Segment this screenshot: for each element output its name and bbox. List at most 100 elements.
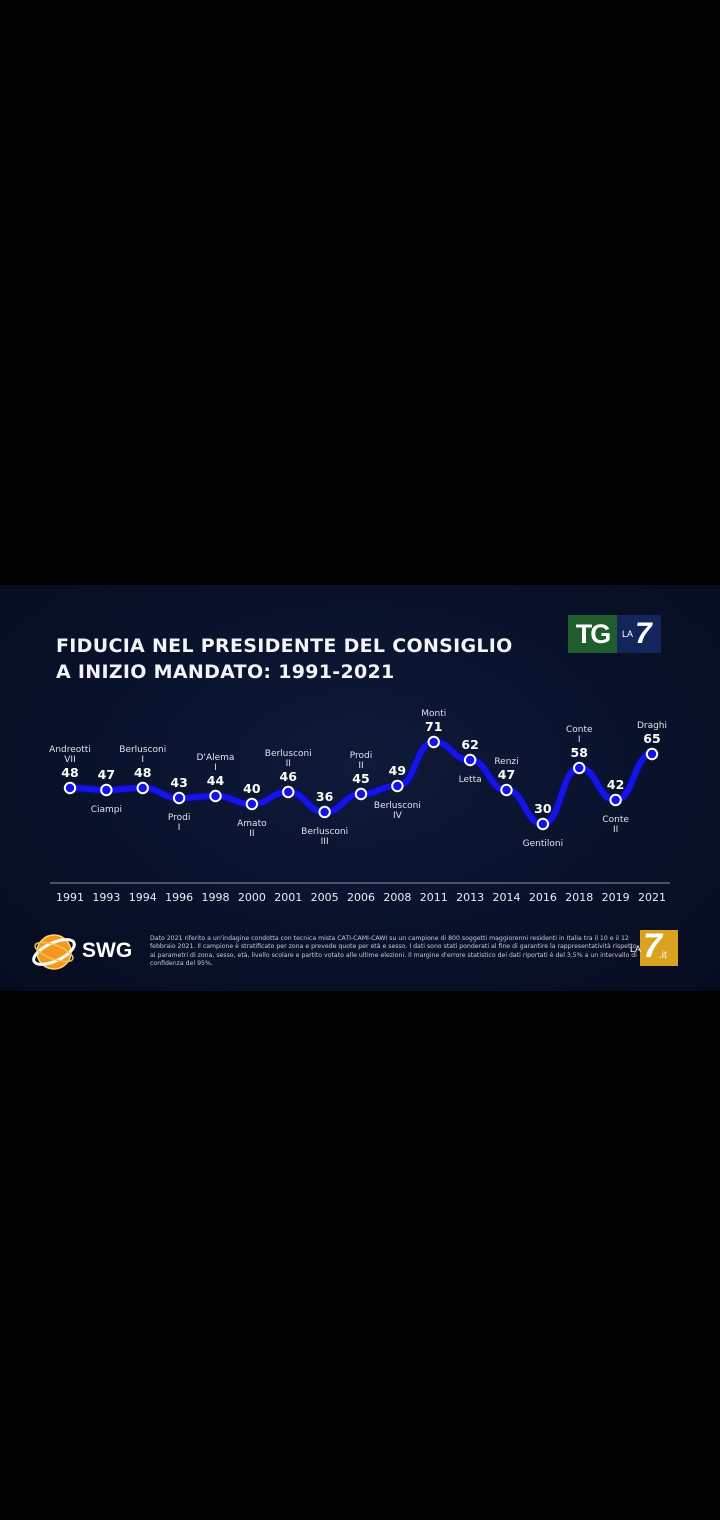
la7-it-logo: LA 7 .it [630, 927, 678, 966]
tg-logo-la: LA [622, 629, 634, 639]
data-point [282, 785, 295, 799]
data-value-label: 47 [498, 767, 515, 782]
point-name-label: I [214, 763, 217, 773]
data-value-label: 36 [316, 789, 334, 804]
tg-logo-tg: TG [568, 615, 617, 653]
data-value-label: 46 [280, 769, 298, 784]
data-value-label: 49 [389, 763, 406, 778]
point-name-label: Prodi [168, 813, 191, 823]
data-point [573, 761, 586, 775]
x-tick-label: 2021 [638, 891, 666, 904]
data-point [172, 791, 186, 805]
data-point [463, 753, 477, 767]
point-name-label: Ciampi [91, 805, 122, 815]
point-name-label: III [321, 837, 329, 847]
point-name-label: Berlusconi [265, 749, 312, 759]
data-value-label: 48 [134, 765, 151, 780]
swg-logo-text: SWG [82, 939, 133, 962]
point-name-label: Gentiloni [523, 839, 563, 849]
point-name-label: Berlusconi [119, 745, 166, 755]
point-name-label: Monti [421, 709, 446, 719]
data-point [354, 787, 368, 801]
data-point [318, 805, 331, 819]
point-name-label: Berlusconi [301, 827, 348, 837]
data-point [63, 781, 77, 795]
x-tick-label: 2005 [311, 891, 339, 904]
data-point [136, 781, 149, 795]
point-name-label: Andreotti [49, 745, 91, 755]
data-point [245, 797, 259, 811]
data-point [645, 747, 659, 761]
x-tick-label: 1996 [165, 891, 193, 904]
chart-panel: FIDUCIA NEL PRESIDENTE DEL CONSIGLIO A I… [0, 585, 720, 991]
point-name-label: Amato [237, 819, 267, 829]
point-name-label: Draghi [637, 721, 667, 731]
point-name-label: II [249, 829, 254, 839]
x-tick-label: 2013 [456, 891, 484, 904]
point-name-label: IV [393, 811, 403, 821]
data-point [427, 735, 440, 749]
point-name-label: Renzi [494, 757, 518, 767]
point-name-label: Letta [459, 775, 482, 785]
x-tick-label: 2016 [529, 891, 557, 904]
x-tick-label: 1994 [129, 891, 157, 904]
x-tick-label: 1993 [92, 891, 120, 904]
swg-globe-icon [32, 934, 76, 970]
data-value-label: 47 [98, 767, 115, 782]
x-tick-label: 2001 [274, 891, 302, 904]
methodology-note: Dato 2021 riferito a un'indagine condott… [150, 935, 637, 968]
la7-logo-it: .it [659, 950, 667, 961]
la7-logo-la: LA [630, 944, 642, 954]
tg-la7-logo: TG LA 7 [568, 615, 661, 653]
point-name-label: II [286, 759, 291, 769]
data-value-label: 45 [352, 771, 369, 786]
point-name-label: II [613, 825, 618, 835]
x-tick-label: 2018 [565, 891, 593, 904]
x-tick-label: 2019 [602, 891, 630, 904]
x-tick-label: 1991 [56, 891, 84, 904]
data-point [609, 793, 622, 807]
data-point [100, 783, 113, 797]
chart-title: FIDUCIA NEL PRESIDENTE DEL CONSIGLIO A I… [56, 633, 513, 685]
data-value-label: 43 [170, 775, 187, 790]
swg-logo: SWG [30, 930, 142, 974]
point-name-label: Conte [602, 815, 629, 825]
point-name-label: Berlusconi [374, 801, 421, 811]
x-tick-label: 2011 [420, 891, 448, 904]
point-name-label: D'Alema [197, 753, 235, 763]
la7-logo-seven: 7 [643, 927, 662, 965]
point-name-label: I [578, 735, 581, 745]
data-points [63, 735, 659, 831]
tg-logo-seven: 7 [635, 617, 652, 650]
data-value-label: 62 [461, 737, 478, 752]
x-tick-label: 2000 [238, 891, 266, 904]
data-point [391, 779, 404, 793]
data-value-label: 44 [207, 773, 225, 788]
data-value-label: 30 [534, 801, 552, 816]
line-chart: 1991 1993 1994 1996 1998 2000 2001 2005 2006 2008… [49, 709, 670, 904]
x-tick-label: 2008 [383, 891, 411, 904]
x-tick-label: 2014 [493, 891, 521, 904]
point-name-label: I [141, 755, 144, 765]
point-name-label: II [358, 761, 363, 771]
x-axis: 1991 1993 1994 1996 1998 2000 2001 2005 2006 2008… [50, 882, 670, 904]
data-labels: 48AndreottiVII47Ciampi48BerlusconiI43Pro… [49, 709, 667, 849]
tg-logo-la7: LA 7 [617, 615, 661, 653]
data-value-label: 40 [243, 781, 261, 796]
data-value-label: 42 [607, 777, 624, 792]
data-value-label: 65 [643, 731, 660, 746]
data-value-label: 71 [425, 719, 442, 734]
point-name-label: Conte [566, 725, 593, 735]
point-name-label: Prodi [350, 751, 373, 761]
x-tick-label: 2006 [347, 891, 375, 904]
data-point [536, 817, 550, 831]
data-value-label: 58 [571, 745, 588, 760]
data-point [500, 783, 513, 797]
data-value-label: 48 [61, 765, 78, 780]
point-name-label: I [178, 823, 181, 833]
x-tick-label: 1998 [202, 891, 230, 904]
title-line-1: FIDUCIA NEL PRESIDENTE DEL CONSIGLIO [56, 635, 513, 657]
point-name-label: VII [64, 755, 75, 765]
title-line-2: A INIZIO MANDATO: 1991-2021 [56, 661, 395, 683]
data-point [209, 789, 222, 803]
